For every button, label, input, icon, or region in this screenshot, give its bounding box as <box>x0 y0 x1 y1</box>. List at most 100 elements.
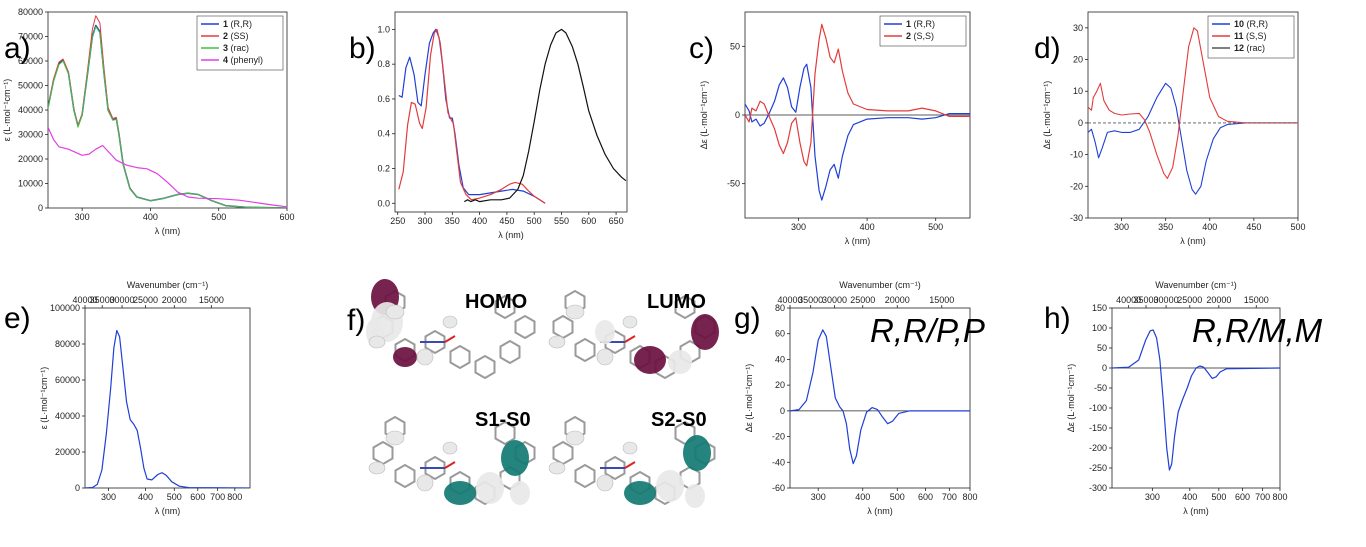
orbital-lobe <box>691 314 719 350</box>
x-tick-label: 300 <box>791 222 806 232</box>
y-tick-label: 1.0 <box>377 24 390 34</box>
x-tick-label: 600 <box>279 212 294 222</box>
aromatic-ring <box>574 337 596 363</box>
top-tick-label: 40000 <box>777 295 802 305</box>
y-tick-label: 40 <box>775 354 785 364</box>
orbital-lobe <box>596 348 614 366</box>
top-tick-label: 30000 <box>1154 295 1179 305</box>
aromatic-ring <box>674 294 696 320</box>
y-tick-label: 100 <box>1092 323 1107 333</box>
orbital-lobe <box>442 315 458 329</box>
orbital-lobe <box>548 461 566 475</box>
orbital-lobe <box>510 481 530 505</box>
legend-descriptor: (R,R) <box>228 19 252 29</box>
y-tick-label: 30000 <box>18 130 43 140</box>
top-axis-label: Wavenumber (cm⁻¹) <box>127 280 208 290</box>
panel-g: g) 300 400 500 600 700 800 -60 -40 -20 0 20 40 60 80 40… <box>730 270 1040 542</box>
legend-descriptor: (S,S) <box>1244 31 1267 41</box>
panel-letter-d: d) <box>1034 32 1061 65</box>
mo-figure: f) HOMO LUMO S1-S0 S2-S0 <box>347 279 719 508</box>
y-tick-label: 50 <box>1097 343 1107 353</box>
x-tick-label: 400 <box>855 492 870 502</box>
label-s2-s0: S2-S0 <box>651 409 707 431</box>
label-lumo: LUMO <box>647 291 706 313</box>
x-tick-label: 300 <box>75 212 90 222</box>
orbital-lobe <box>656 470 684 502</box>
aromatic-ring <box>574 463 596 489</box>
label-s1-s0: S1-S0 <box>475 409 531 431</box>
top-tick-label: 35000 <box>1133 295 1158 305</box>
panel-c: c) 300 400 500 -50 0 50 λ (nm) Δε (L·mol⁻¹cm⁻¹) 1… <box>685 0 1030 265</box>
x-tick-label: 400 <box>143 212 158 222</box>
legend-compound-number: 3 <box>223 43 228 53</box>
aromatic-ring <box>372 440 394 466</box>
x-tick-label: 600 <box>190 492 205 502</box>
x-tick-label: 350 <box>1158 222 1173 232</box>
legend-compound-number: 2 <box>223 31 228 41</box>
y-tick-label: 70000 <box>18 32 43 42</box>
oxygen-bond <box>444 461 456 469</box>
orbital-lobe <box>668 350 692 374</box>
legend-entry: 3 (rac) <box>223 43 249 53</box>
x-tick-label: 500 <box>1290 222 1305 232</box>
x-tick-label: 400 <box>138 492 153 502</box>
series-group <box>1112 329 1280 471</box>
legend-box <box>1207 15 1295 59</box>
orbital-quadrant <box>548 289 719 380</box>
orbital-lobe <box>595 320 615 344</box>
x-tick-label: 400 <box>1202 222 1217 232</box>
y-tick-label: 10 <box>1073 86 1083 96</box>
aromatic-ring <box>494 420 516 446</box>
orbital-lobe <box>565 430 585 446</box>
title-rr-mm: R,R/M,M <box>1192 312 1323 349</box>
orbital-lobe <box>442 441 458 455</box>
y-tick-label: 30 <box>1073 23 1083 33</box>
top-tick-label: 30000 <box>110 295 135 305</box>
top-tick-label: 20000 <box>162 295 187 305</box>
y-axis-label: Δε (L·mol⁻¹cm⁻¹) <box>1042 81 1052 150</box>
top-tick-label: 35000 <box>90 295 115 305</box>
x-axis-label: λ (nm) <box>155 506 181 516</box>
top-tick-label: 40000 <box>1116 295 1141 305</box>
series-line-1 <box>745 63 970 201</box>
legend-compound-number: 10 <box>1234 19 1244 29</box>
orbital-quadrant <box>548 415 716 508</box>
series-line-10 <box>1088 82 1298 195</box>
orbital-lobe <box>368 461 386 475</box>
x-tick-label: 300 <box>418 216 433 226</box>
aromatic-ring <box>499 339 521 365</box>
orbital-lobe <box>476 472 504 504</box>
orbital-lobe <box>565 304 585 320</box>
y-tick-label: 0.0 <box>377 198 390 208</box>
series-group <box>790 329 970 465</box>
y-tick-label: -50 <box>727 179 740 189</box>
series-group <box>48 15 287 208</box>
y-tick-label: 10000 <box>18 179 43 189</box>
legend-compound-number: 4 <box>223 55 228 65</box>
y-tick-label: 50000 <box>18 81 43 91</box>
series-group <box>398 28 627 204</box>
panel-letter-g: g) <box>734 302 761 335</box>
chart-c: c) 300 400 500 -50 0 50 λ (nm) Δε (L·mol⁻¹cm⁻¹) 1… <box>689 11 971 246</box>
plot-frame <box>1087 11 1299 219</box>
x-tick-label: 500 <box>167 492 182 502</box>
orbital-lobe <box>685 484 705 508</box>
legend-compound-number: 2 <box>906 31 911 41</box>
y-tick-label: 60 <box>775 329 785 339</box>
x-tick-label: 400 <box>472 216 487 226</box>
y-tick-label: 0 <box>75 483 80 493</box>
y-tick-label: 0 <box>1102 363 1107 373</box>
y-tick-label: 40000 <box>55 411 80 421</box>
legend-descriptor: (phenyl) <box>228 55 263 65</box>
panel-a: a) 300 400 500 600 0 10000 20000 30000 40000 50000… <box>0 0 345 265</box>
y-tick-label: 0.2 <box>377 164 390 174</box>
plot-frame <box>1111 307 1281 489</box>
legend-entry: 12 (rac) <box>1234 43 1265 53</box>
oxygen-bond <box>624 335 636 343</box>
title-g-overlay: R,R/P,P <box>870 312 985 349</box>
y-axis-label: Δε (L·mol⁻¹cm⁻¹) <box>744 364 754 433</box>
title-rr-pp: R,R/P,P <box>870 312 985 349</box>
x-axis-label: λ (nm) <box>1183 506 1209 516</box>
series-line-4 <box>48 126 287 208</box>
y-tick-label: -30 <box>1070 213 1083 223</box>
